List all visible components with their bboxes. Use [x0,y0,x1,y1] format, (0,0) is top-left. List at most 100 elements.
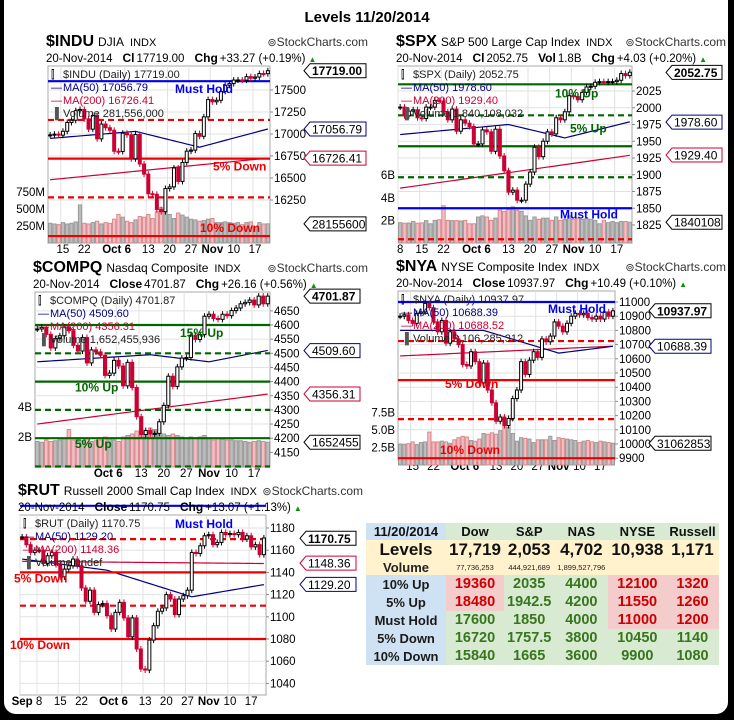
legend-item-volume: ▐ Volume undef [23,557,140,570]
x-tick-label: 10 [227,244,240,256]
volume-bar [556,437,561,466]
target-value: 1942.5 [504,593,555,611]
candle [452,331,457,340]
candle [232,533,237,536]
candle [116,359,121,367]
y-tick-label: 17500 [274,85,306,97]
volume-bar [265,441,271,468]
candle [567,95,572,113]
candle [445,111,450,121]
volume-bar [614,222,620,244]
line-icon: — [51,82,62,94]
y-tick-label: 17250 [274,107,306,119]
volume-bar [406,443,411,466]
candle [244,76,249,81]
value-tag [303,121,367,137]
legend-item-ma50: —MA(50) 1978.60 [401,82,523,95]
column-header: Russell [666,523,719,540]
candle [107,127,112,131]
volume-bar [73,221,78,244]
volume-bar [137,215,142,244]
table-header-row: 11/20/2014 Dow S&P NAS NYSE Russell [366,523,719,540]
candle [143,668,148,671]
candle [139,416,144,436]
candle [193,334,198,340]
volume-bar [460,435,465,466]
site-credit: StockCharts.com [267,259,368,278]
candle [261,73,266,76]
volume-bar [458,220,463,244]
y-tick-label: 4150 [274,447,300,459]
candle [93,349,99,353]
volume-bar [498,430,503,466]
y-tick-label: 1140 [270,567,295,579]
candle [435,321,440,333]
candle [227,83,232,86]
volume-bar [65,223,70,244]
candle [129,134,134,160]
close-value: 1170.75 [129,502,170,514]
volume-bar [154,211,160,244]
candle [185,589,190,597]
volume-bar [493,433,499,466]
volume-bar [133,219,138,244]
volume-bar [244,222,249,244]
legend-text: MA(200) 10688.52 [413,320,505,332]
candle [415,109,420,119]
value-tag-label: 28155600 [312,217,366,231]
line-icon: — [38,321,49,333]
change-label: Chg [179,500,204,514]
target-value: 11550 [608,593,667,611]
candle [134,617,139,650]
volume-bar [48,441,54,468]
candle [66,326,71,332]
candle [48,134,53,137]
candle [184,150,189,163]
legend-item-ma50: —MA(50) 1129.20 [23,531,140,544]
candle [100,602,105,606]
up-triangle-icon: ▲ [679,280,688,289]
candle [406,314,411,321]
volume-bar [129,222,134,244]
volume-bar [52,223,57,244]
y-tick-label: 1120 [270,590,295,602]
candle [65,121,70,132]
level-value: 17,719 [446,540,504,560]
candle [161,404,166,423]
legend-text: MA(200) 4356.31 [50,321,135,333]
candle [202,315,207,336]
volume-value: 1.8B [557,53,582,65]
volume-bar [437,219,442,244]
candle [84,336,90,364]
candle [48,333,53,349]
candle [588,85,593,88]
x-tick-label: Oct 6 [462,244,491,256]
volume-bar [627,221,633,244]
candle [211,313,216,319]
candle [147,639,152,671]
volume-bar [206,438,212,468]
volume-bars-icon: ▐ [51,108,59,120]
page-title: Levels 11/20/2014 [304,9,430,26]
volume-bar [125,435,130,468]
candle [448,331,453,344]
candle [66,565,71,570]
candle [176,167,181,182]
candle [218,90,223,101]
volume-bar [89,441,94,468]
legend-text: $INDU (Daily) 17719.00 [63,69,180,81]
volume-bar [57,439,63,468]
candle [544,338,549,343]
volume-bar [214,222,219,244]
volume-bar [39,441,45,468]
y-tick-label: 4400 [274,377,300,389]
candle [406,110,411,117]
change-value: +13.07 (+1.13%) [205,502,291,514]
y-tick-label: 4450 [274,362,300,374]
volume-bar [463,219,468,244]
volume-bar [193,438,198,468]
volume-bar [415,222,420,244]
close-label: Close [472,276,506,290]
legend-item-price: ⫿ $INDU (Daily) 17719.00 [51,69,180,82]
